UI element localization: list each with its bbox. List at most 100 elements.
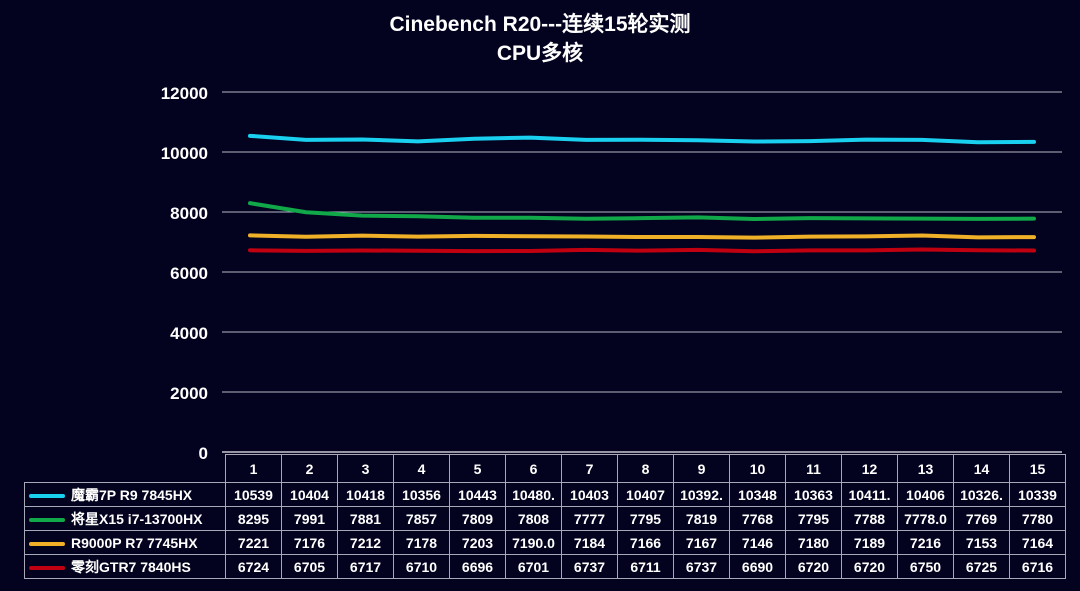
y-tick-label: 8000 [170,204,208,223]
data-label: 7795 [617,506,674,531]
data-label: 7881 [337,506,394,531]
data-label: 10480. [505,482,562,507]
data-label: 10406 [897,482,954,507]
y-tick-label: 4000 [170,324,208,343]
data-label: 7153 [953,530,1010,555]
table-row: 零刻GTR7 7840HS 6724 6705 6717 6710 6696 6701 673… [24,554,1066,579]
y-tick-label: 12000 [161,84,208,103]
data-label: 10539 [225,482,282,507]
legend-entry: 魔霸7P R9 7845HX [24,482,226,507]
legend-swatch [29,517,65,522]
data-label: 7857 [393,506,450,531]
data-label: 7768 [729,506,786,531]
legend-entry: 将星X15 i7-13700HX [24,506,226,531]
data-label: 6724 [225,554,282,579]
legend-swatch [29,541,65,546]
data-label: 7190.0 [505,530,562,555]
legend-label: 魔霸7P R9 7845HX [71,486,193,503]
table-row: 魔霸7P R9 7845HX 10539 10404 10418 10356 10443 1… [24,482,1066,507]
x-tick-label: 15 [1009,454,1066,483]
x-tick-label: 10 [729,454,786,483]
data-label: 7769 [953,506,1010,531]
x-tick-label: 2 [281,454,338,483]
data-label: 10411. [841,482,898,507]
data-label: 7146 [729,530,786,555]
data-label: 6701 [505,554,562,579]
data-label: 10339 [1009,482,1066,507]
x-tick-label: 3 [337,454,394,483]
legend-entry: 零刻GTR7 7840HS [24,554,226,579]
series-line [248,247,1036,254]
data-label: 7819 [673,506,730,531]
y-tick-label: 6000 [170,264,208,283]
data-label: 10443 [449,482,506,507]
legend-swatch [29,493,65,498]
data-label: 10392. [673,482,730,507]
table-row: 将星X15 i7-13700HX 8295 7991 7881 7857 7809 7808… [24,506,1066,531]
data-label: 6711 [617,554,674,579]
y-tick-label: 2000 [170,384,208,403]
x-tick-label: 7 [561,454,618,483]
series-line [248,201,1036,221]
data-label: 7788 [841,506,898,531]
data-label: 7203 [449,530,506,555]
x-tick-label: 8 [617,454,674,483]
x-tick-label: 12 [841,454,898,483]
data-label: 7780 [1009,506,1066,531]
data-label: 6717 [337,554,394,579]
data-label: 6720 [841,554,898,579]
data-label: 6690 [729,554,786,579]
data-label: 6737 [561,554,618,579]
legend-label: R9000P R7 7745HX [71,534,198,551]
x-tick-label: 5 [449,454,506,483]
data-label: 10363 [785,482,842,507]
data-label: 6705 [281,554,338,579]
data-label: 7808 [505,506,562,531]
y-tick-label: 0 [199,444,208,463]
data-label: 7178 [393,530,450,555]
data-label: 6750 [897,554,954,579]
table-corner [25,455,226,483]
data-label: 6737 [673,554,730,579]
data-label: 7184 [561,530,618,555]
data-label: 10407 [617,482,674,507]
data-label: 6716 [1009,554,1066,579]
data-label: 7216 [897,530,954,555]
series-line [248,233,1036,240]
legend-label: 零刻GTR7 7840HS [71,558,191,575]
data-label: 10326. [953,482,1010,507]
x-tick-label: 1 [225,454,282,483]
x-tick-label: 9 [673,454,730,483]
data-label: 6696 [449,554,506,579]
data-label: 7991 [281,506,338,531]
data-label: 7176 [281,530,338,555]
data-label: 7189 [841,530,898,555]
legend-entry: R9000P R7 7745HX [24,530,226,555]
data-label: 7778.0 [897,506,954,531]
data-label: 7795 [785,506,842,531]
table-row: R9000P R7 7745HX 7221 7176 7212 7178 7203 7190… [24,530,1066,555]
data-label: 6725 [953,554,1010,579]
chart-subtitle: CPU多核 [496,42,584,65]
legend-swatch [29,565,65,570]
legend-label: 将星X15 i7-13700HX [71,510,203,527]
data-label: 10404 [281,482,338,507]
data-label: 7164 [1009,530,1066,555]
data-label: 7212 [337,530,394,555]
data-label: 7180 [785,530,842,555]
data-label: 8295 [225,506,282,531]
x-tick-label: 4 [393,454,450,483]
data-label: 10348 [729,482,786,507]
data-label: 7167 [673,530,730,555]
data-label: 10403 [561,482,618,507]
x-tick-label: 6 [505,454,562,483]
chart-title: Cinebench R20---连续15轮实测 [389,13,691,36]
data-label: 7166 [617,530,674,555]
data-label: 7221 [225,530,282,555]
y-tick-label: 10000 [161,144,208,163]
data-label: 6720 [785,554,842,579]
series-line [248,133,1036,145]
data-table: 1 2 3 4 5 6 7 8 9 10 11 12 13 14 15 魔霸7P R9 7845HX 10539… [24,454,1066,579]
x-tick-label: 14 [953,454,1010,483]
